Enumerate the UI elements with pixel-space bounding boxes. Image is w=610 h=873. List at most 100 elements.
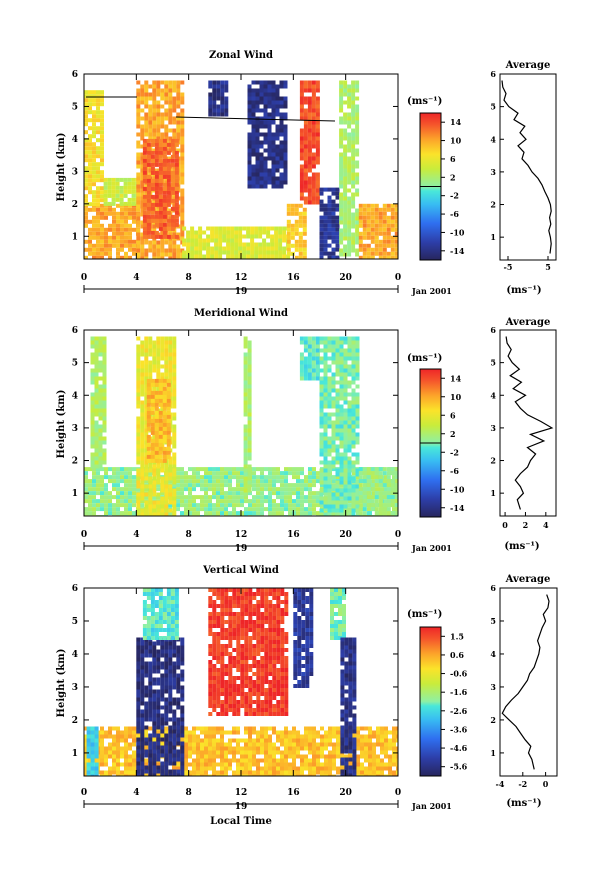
heatmap-cell <box>112 734 116 739</box>
heatmap-cell <box>90 444 95 449</box>
heatmap-cell <box>102 424 107 429</box>
heatmap-cell <box>224 88 229 93</box>
heatmap-cell <box>247 112 252 117</box>
heatmap-cell <box>142 178 147 183</box>
heatmap-cell <box>88 166 92 171</box>
heatmap-cell <box>174 138 179 143</box>
heatmap-cell <box>263 148 268 153</box>
heatmap-cell <box>107 181 112 186</box>
heatmap-cell <box>347 136 352 141</box>
heatmap-cell <box>92 491 96 496</box>
heatmap-cell <box>396 746 398 751</box>
heatmap-cell <box>184 750 188 755</box>
heatmap-cell <box>230 238 235 243</box>
heatmap-cell <box>347 252 352 257</box>
heatmap-cell <box>188 495 192 500</box>
heatmap-cell <box>90 380 95 385</box>
heatmap-cell <box>324 734 328 739</box>
heatmap-cell <box>136 396 141 401</box>
heatmap-cell <box>116 495 120 500</box>
heatmap-cell <box>271 160 276 165</box>
heatmap-cell <box>335 432 340 437</box>
heatmap-cell <box>120 471 124 476</box>
heatmap-cell <box>120 243 124 248</box>
heatmap-cell <box>315 124 320 129</box>
heatmap-cell <box>327 235 332 240</box>
heatmap-cell <box>271 96 276 101</box>
heatmap-cell <box>94 428 99 433</box>
heatmap-cell <box>148 248 153 253</box>
heatmap-cell <box>280 487 284 492</box>
heatmap-cell <box>152 92 157 97</box>
heatmap-cell <box>124 475 128 480</box>
heatmap-cell <box>224 495 228 500</box>
heatmap-cell <box>220 104 225 109</box>
heatmap-cell <box>136 388 141 393</box>
heatmap-cell <box>351 148 356 153</box>
heatmap-cell <box>154 234 159 239</box>
chart-title: Zonal Wind <box>209 50 273 61</box>
heatmap-cell <box>98 408 103 413</box>
heatmap-cell <box>331 231 336 236</box>
heatmap-cell <box>160 232 165 237</box>
heatmap-cell <box>286 211 291 216</box>
heatmap-cell <box>228 730 232 735</box>
heatmap-cell <box>252 738 256 743</box>
heatmap-cell <box>339 220 344 225</box>
heatmap-cell <box>355 488 360 493</box>
heatmap-cell <box>212 467 216 472</box>
heatmap-cell <box>251 144 256 149</box>
heatmap-cell <box>160 340 165 345</box>
heatmap-cell <box>202 254 207 259</box>
heatmap-cell <box>311 104 316 109</box>
heatmap-cell <box>116 239 120 244</box>
heatmap-cell <box>390 243 395 248</box>
heatmap-cell <box>255 116 260 121</box>
heatmap-cell <box>315 104 320 109</box>
heatmap-cell <box>228 487 232 492</box>
heatmap-cell <box>128 503 132 508</box>
heatmap-cell <box>267 156 272 161</box>
profile-x-tick-label: 2 <box>523 520 529 530</box>
heatmap-cell <box>170 158 175 163</box>
heatmap-cell <box>96 223 100 228</box>
heatmap-cell <box>174 194 179 199</box>
heatmap-cell <box>92 215 96 220</box>
heatmap-cell <box>307 352 312 357</box>
heatmap-cell <box>148 464 153 469</box>
heatmap-cell <box>247 92 252 97</box>
heatmap-cell <box>347 436 352 441</box>
heatmap-cell <box>299 372 304 377</box>
profile-y-tick-label: 3 <box>490 423 496 433</box>
heatmap-cell <box>156 104 161 109</box>
heatmap-cell <box>94 372 99 377</box>
heatmap-cell <box>119 189 124 194</box>
heatmap-cell <box>140 492 145 497</box>
heatmap-cell <box>311 120 316 125</box>
heatmap-cell <box>108 750 112 755</box>
heatmap-cell <box>158 210 163 215</box>
heatmap-cell <box>166 442 171 447</box>
heatmap-cell <box>84 247 88 252</box>
heatmap-cell <box>172 372 177 377</box>
heatmap-cell <box>292 730 296 735</box>
heatmap-cell <box>154 190 159 195</box>
heatmap-cell <box>299 104 304 109</box>
heatmap-cell <box>152 488 157 493</box>
heatmap-cell <box>152 176 157 181</box>
heatmap-cell <box>186 234 191 239</box>
heatmap-cell <box>300 738 304 743</box>
heatmap-cell <box>270 242 275 247</box>
heatmap-cell <box>343 504 348 509</box>
heatmap-cell <box>150 162 155 167</box>
heatmap-cell <box>335 239 340 244</box>
heatmap-cell <box>296 491 300 496</box>
heatmap-cell <box>382 223 387 228</box>
heatmap-cell <box>331 215 336 220</box>
heatmap-cell <box>168 508 173 513</box>
profile-x-tick-label: -5 <box>504 262 513 272</box>
heatmap-cell <box>150 438 155 443</box>
heatmap-cell <box>208 475 212 480</box>
heatmap-cell <box>96 186 100 191</box>
heatmap-cell <box>172 252 177 257</box>
